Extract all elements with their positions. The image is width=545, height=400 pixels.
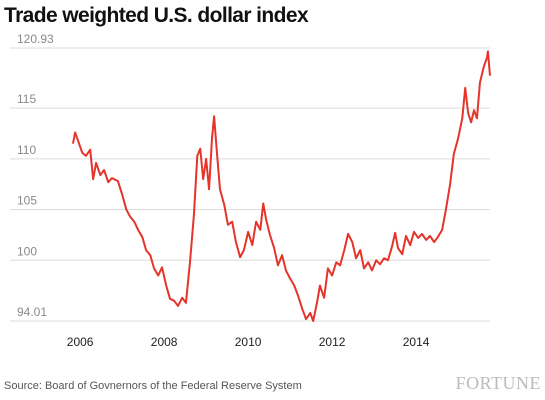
logo: FORTUNE (456, 373, 541, 393)
data-line (72, 50, 491, 322)
x-tick-label: 2012 (319, 335, 346, 349)
y-tick-label: 100 (17, 244, 37, 258)
x-tick-label: 2008 (151, 335, 178, 349)
x-tick-label: 2006 (67, 335, 94, 349)
y-tick-label: 105 (17, 194, 37, 208)
x-tick-label: 2014 (403, 335, 430, 349)
y-tick-label: 120.93 (17, 32, 54, 46)
chart-title: Trade weighted U.S. dollar index (4, 4, 309, 27)
y-tick-label: 110 (17, 143, 36, 157)
x-tick-label: 2010 (235, 335, 262, 349)
source-note: Source: Board of Govnernors of the Feder… (4, 380, 302, 392)
y-tick-label: 94.01 (17, 305, 47, 319)
y-tick-label: 115 (17, 92, 36, 106)
